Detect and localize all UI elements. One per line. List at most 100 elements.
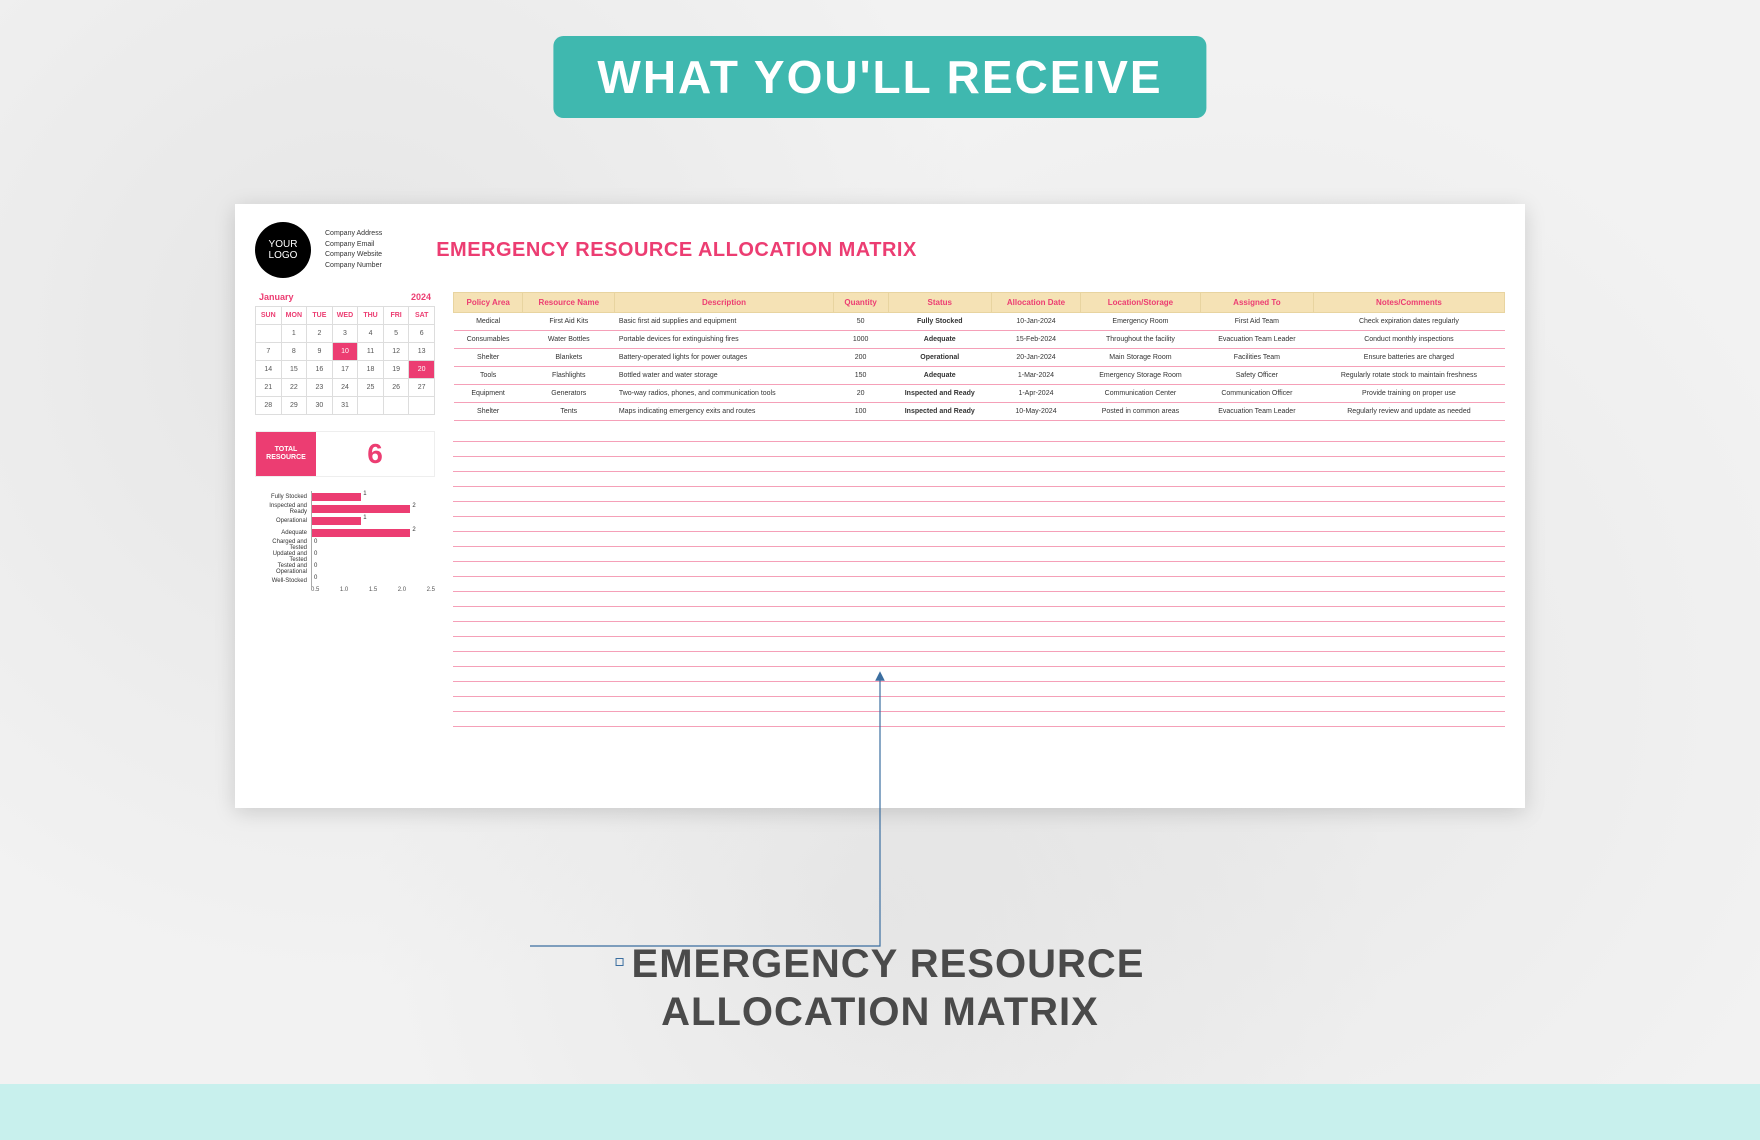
calendar-cell: 3 — [332, 325, 358, 343]
calendar-cell: 2 — [307, 325, 333, 343]
cell-status: Operational — [888, 349, 991, 367]
cell-assigned: Facilities Team — [1200, 349, 1313, 367]
calendar-day-head: WED — [332, 307, 358, 325]
callout-arrow — [520, 670, 940, 950]
bar-track: 2 — [311, 503, 435, 515]
calendar-cell: 17 — [332, 361, 358, 379]
blank-line — [453, 547, 1505, 562]
matrix-header: Assigned To — [1200, 293, 1313, 313]
calendar-cell: 19 — [383, 361, 409, 379]
calendar-day-head: SUN — [256, 307, 282, 325]
bar-value: 1 — [363, 491, 366, 497]
axis-tick: 2.0 — [398, 587, 406, 593]
cell-status: Adequate — [888, 331, 991, 349]
cell-area: Consumables — [454, 331, 523, 349]
total-value: 6 — [316, 432, 434, 476]
bar-label: Tested and Operational — [255, 563, 311, 575]
bar-value: 0 — [314, 575, 317, 581]
company-website: Company Website — [325, 250, 382, 261]
table-row: ConsumablesWater BottlesPortable devices… — [454, 331, 1505, 349]
calendar-cell: 11 — [358, 343, 384, 361]
calendar-cell: 1 — [281, 325, 307, 343]
cell-desc: Bottled water and water storage — [615, 367, 833, 385]
cell-assigned: Evacuation Team Leader — [1200, 403, 1313, 421]
bar-row: Fully Stocked 1 — [255, 491, 435, 503]
cell-area: Tools — [454, 367, 523, 385]
calendar-cell: 21 — [256, 379, 282, 397]
blank-line — [453, 637, 1505, 652]
cell-date: 20-Jan-2024 — [991, 349, 1080, 367]
company-number: Company Number — [325, 261, 382, 272]
matrix-header: Allocation Date — [991, 293, 1080, 313]
right-column: Policy AreaResource NameDescriptionQuant… — [453, 292, 1505, 727]
bar-label: Well-Stocked — [255, 578, 311, 584]
calendar-day-head: FRI — [383, 307, 409, 325]
calendar-cell: 31 — [332, 397, 358, 415]
company-info: Company Address Company Email Company We… — [325, 229, 382, 271]
bar-label: Fully Stocked — [255, 494, 311, 500]
calendar: SUNMONTUEWEDTHUFRISAT 123456789101112131… — [255, 306, 435, 415]
bar-value: 2 — [412, 503, 415, 509]
status-bar-chart: Fully Stocked1Inspected and Ready2Operat… — [255, 491, 435, 593]
cell-date: 10-May-2024 — [991, 403, 1080, 421]
bar-row: Updated and Tested0 — [255, 551, 435, 563]
calendar-cell — [358, 397, 384, 415]
blank-line — [453, 532, 1505, 547]
cell-desc: Basic first aid supplies and equipment — [615, 313, 833, 331]
cell-status: Inspected and Ready — [888, 385, 991, 403]
bar-track: 0 — [311, 563, 435, 575]
matrix-header: Location/Storage — [1081, 293, 1201, 313]
bar-track: 0 — [311, 551, 435, 563]
cell-notes: Check expiration dates regularly — [1313, 313, 1504, 331]
axis-tick: 0.5 — [311, 587, 319, 593]
cell-qty: 1000 — [833, 331, 888, 349]
calendar-year: 2024 — [411, 292, 431, 302]
cell-desc: Two-way radios, phones, and communicatio… — [615, 385, 833, 403]
company-email: Company Email — [325, 240, 382, 251]
cell-area: Equipment — [454, 385, 523, 403]
cell-loc: Emergency Storage Room — [1081, 367, 1201, 385]
calendar-cell: 28 — [256, 397, 282, 415]
axis-tick: 1.0 — [340, 587, 348, 593]
matrix-header: Resource Name — [523, 293, 615, 313]
cell-name: Water Bottles — [523, 331, 615, 349]
calendar-cell — [383, 397, 409, 415]
total-resource-box: TOTAL RESOURCE 6 — [255, 431, 435, 477]
callout-dot-icon — [616, 958, 624, 966]
calendar-cell: 5 — [383, 325, 409, 343]
bar-value: 1 — [363, 515, 366, 521]
bar-label: Updated and Tested — [255, 551, 311, 563]
calendar-day-head: THU — [358, 307, 384, 325]
calendar-cell: 12 — [383, 343, 409, 361]
cell-desc: Maps indicating emergency exits and rout… — [615, 403, 833, 421]
blank-line — [453, 562, 1505, 577]
cell-desc: Portable devices for extinguishing fires — [615, 331, 833, 349]
table-row: MedicalFirst Aid KitsBasic first aid sup… — [454, 313, 1505, 331]
calendar-cell: 18 — [358, 361, 384, 379]
bar-label: Inspected and Ready — [255, 503, 311, 515]
cell-assigned: Evacuation Team Leader — [1200, 331, 1313, 349]
calendar-cell: 27 — [409, 379, 435, 397]
cell-area: Shelter — [454, 403, 523, 421]
bar-fill — [312, 493, 361, 501]
calendar-cell: 4 — [358, 325, 384, 343]
logo-text: YOUR LOGO — [255, 239, 311, 261]
bar-track: 0 — [311, 575, 435, 587]
bar-row: Well-Stocked0 — [255, 575, 435, 587]
bar-track: 2 — [311, 527, 435, 539]
cell-name: First Aid Kits — [523, 313, 615, 331]
cell-notes: Provide training on proper use — [1313, 385, 1504, 403]
blank-line — [453, 427, 1505, 442]
cell-qty: 20 — [833, 385, 888, 403]
cell-name: Generators — [523, 385, 615, 403]
calendar-cell — [256, 325, 282, 343]
cell-qty: 200 — [833, 349, 888, 367]
cell-assigned: Safety Officer — [1200, 367, 1313, 385]
blank-line — [453, 487, 1505, 502]
cell-loc: Emergency Room — [1081, 313, 1201, 331]
cell-status: Inspected and Ready — [888, 403, 991, 421]
cell-loc: Posted in common areas — [1081, 403, 1201, 421]
cell-date: 10-Jan-2024 — [991, 313, 1080, 331]
calendar-cell: 24 — [332, 379, 358, 397]
bar-value: 0 — [314, 539, 317, 545]
